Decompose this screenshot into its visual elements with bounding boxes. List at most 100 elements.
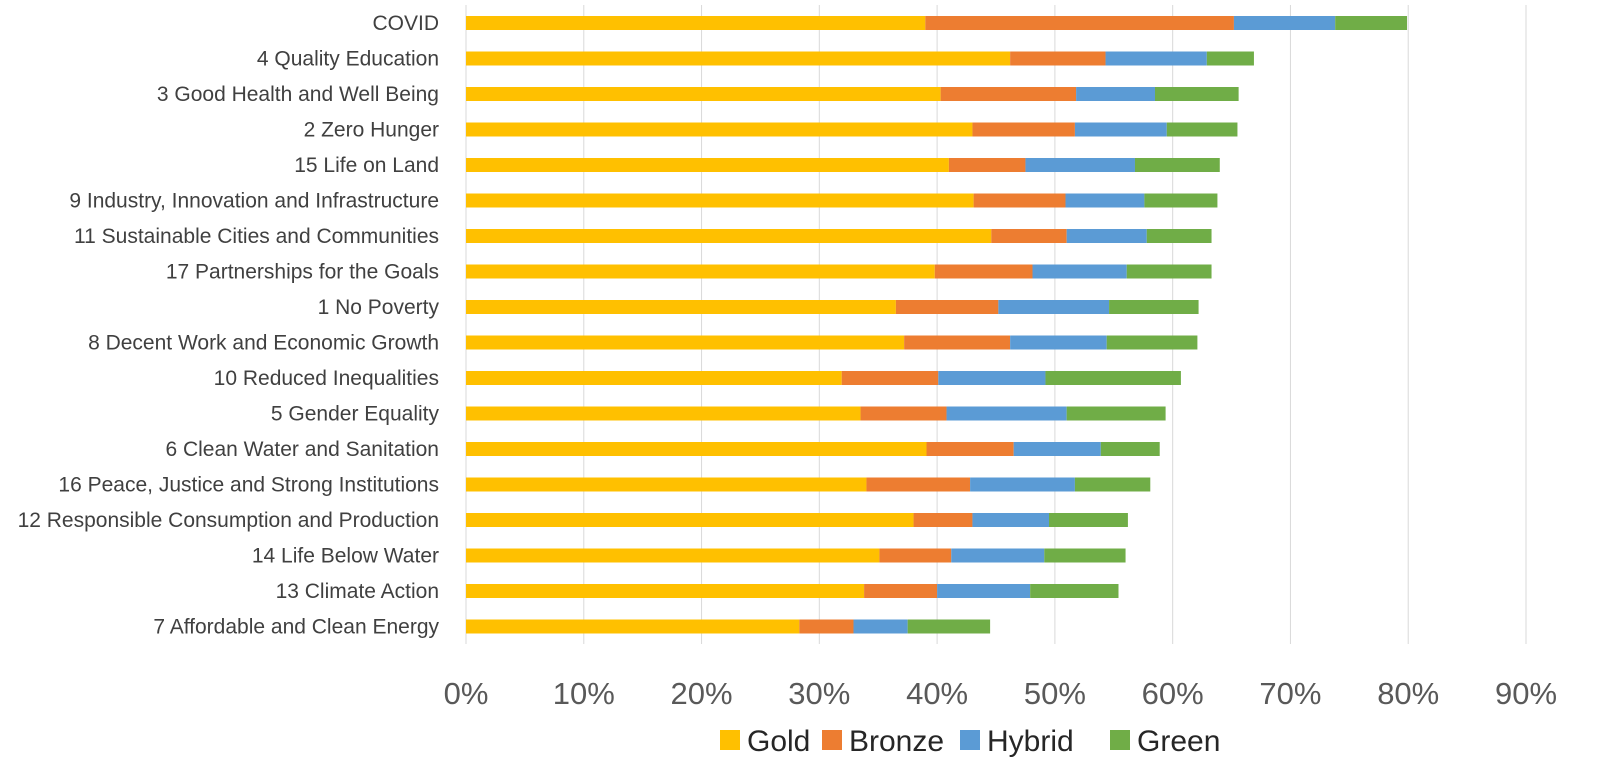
category-label: 17 Partnerships for the Goals bbox=[166, 261, 439, 284]
bar-segment-bronze bbox=[926, 442, 1014, 456]
bar-segment-hybrid bbox=[970, 477, 1075, 492]
bar-segment-hybrid bbox=[1066, 229, 1147, 243]
bar-segment-gold bbox=[466, 513, 914, 527]
bar-segment-gold bbox=[466, 87, 941, 101]
bar-segment-gold bbox=[466, 16, 926, 30]
category-label: 4 Quality Education bbox=[257, 48, 439, 71]
bar-segment-gold bbox=[466, 51, 1011, 66]
bar-segment-gold bbox=[466, 264, 935, 279]
x-tick-label: 10% bbox=[553, 676, 615, 711]
x-tick-label: 20% bbox=[671, 676, 733, 711]
bar-segment-green bbox=[1106, 335, 1198, 350]
bar-segment-green bbox=[1044, 548, 1126, 563]
legend: Gold Bronze Hybrid Green bbox=[720, 725, 1220, 758]
legend-swatch bbox=[720, 730, 740, 750]
bar-segment-green bbox=[1100, 442, 1160, 456]
bar-segment-bronze bbox=[934, 264, 1033, 279]
bar-segment-hybrid bbox=[1105, 51, 1207, 66]
bar-segment-hybrid bbox=[951, 548, 1045, 563]
category-labels: COVID 4 Quality Education 3 Good Health an… bbox=[18, 12, 440, 639]
category-label: 1 No Poverty bbox=[318, 296, 440, 319]
x-axis-tick-labels: 0% 10% 20% 30% 40% 50% 60% 70% 80% 90% bbox=[444, 676, 1557, 711]
bar-segment-gold bbox=[466, 335, 905, 350]
category-label: 9 Industry, Innovation and Infrastructur… bbox=[69, 190, 439, 213]
legend-label: Gold bbox=[747, 725, 810, 758]
category-label: COVID bbox=[372, 12, 439, 35]
category-label: 14 Life Below Water bbox=[252, 545, 439, 568]
bar-segment-green bbox=[907, 619, 991, 634]
bar-segment-bronze bbox=[1010, 51, 1106, 66]
legend-item-green: Green bbox=[1110, 725, 1220, 758]
bar-segment-green bbox=[1126, 264, 1212, 279]
category-label: 10 Reduced Inequalities bbox=[214, 367, 439, 390]
bar-segment-green bbox=[1166, 122, 1238, 137]
bar-segment-gold bbox=[466, 477, 867, 492]
bar-segment-green bbox=[1109, 300, 1199, 314]
bar-segment-hybrid bbox=[1013, 442, 1101, 456]
bar-segment-gold bbox=[466, 300, 896, 314]
legend-item-bronze: Bronze bbox=[822, 725, 944, 758]
bar-segment-green bbox=[1155, 87, 1239, 101]
bar-segment-bronze bbox=[925, 16, 1234, 30]
category-label: 5 Gender Equality bbox=[271, 403, 440, 426]
bar-segment-bronze bbox=[948, 158, 1026, 172]
category-label: 11 Sustainable Cities and Communities bbox=[74, 225, 439, 248]
x-tick-label: 70% bbox=[1259, 676, 1321, 711]
bar-segment-bronze bbox=[940, 87, 1077, 101]
bar-segment-green bbox=[1049, 513, 1128, 527]
bar-segment-bronze bbox=[860, 406, 947, 421]
bar-segment-bronze bbox=[799, 619, 854, 634]
bar-segment-gold bbox=[466, 371, 842, 385]
bar-segment-gold bbox=[466, 158, 949, 172]
x-tick-label: 30% bbox=[788, 676, 850, 711]
bar-segment-hybrid bbox=[1065, 193, 1145, 208]
category-label: 16 Peace, Justice and Strong Institution… bbox=[58, 474, 439, 497]
legend-item-gold: Gold bbox=[720, 725, 810, 758]
bar-segment-gold bbox=[466, 619, 800, 634]
bar-segment-bronze bbox=[841, 371, 939, 385]
bar-segment-hybrid bbox=[998, 300, 1110, 314]
bar-segment-bronze bbox=[913, 513, 973, 527]
bar-segment-gold bbox=[466, 548, 880, 563]
legend-swatch bbox=[1110, 730, 1130, 750]
x-tick-label: 90% bbox=[1495, 676, 1557, 711]
bar-segment-green bbox=[1146, 229, 1212, 243]
bar-segment-gold bbox=[466, 122, 973, 137]
bar-segment-hybrid bbox=[937, 584, 1031, 598]
legend-label: Hybrid bbox=[987, 725, 1074, 758]
bar-segment-hybrid bbox=[853, 619, 908, 634]
bar-segment-green bbox=[1335, 16, 1408, 30]
bar-segment-bronze bbox=[879, 548, 952, 563]
legend-item-hybrid: Hybrid bbox=[960, 725, 1074, 758]
grid-layer bbox=[465, 5, 1527, 644]
bar-segment-gold bbox=[466, 193, 974, 208]
bar-segment-hybrid bbox=[946, 406, 1067, 421]
bar-segment-green bbox=[1074, 477, 1151, 492]
legend-label: Green bbox=[1137, 725, 1220, 758]
bar-segment-green bbox=[1045, 371, 1181, 385]
bar-segment-bronze bbox=[991, 229, 1067, 243]
bar-segment-gold bbox=[466, 442, 927, 456]
bar-segment-bronze bbox=[972, 122, 1075, 137]
category-label: 2 Zero Hunger bbox=[304, 119, 439, 142]
legend-label: Bronze bbox=[849, 725, 944, 758]
bar-segment-bronze bbox=[864, 584, 938, 598]
x-tick-label: 0% bbox=[444, 676, 489, 711]
x-tick-label: 50% bbox=[1024, 676, 1086, 711]
bar-layer bbox=[466, 16, 1408, 634]
x-tick-label: 60% bbox=[1142, 676, 1204, 711]
bar-segment-hybrid bbox=[938, 371, 1046, 385]
x-tick-label: 40% bbox=[906, 676, 968, 711]
legend-swatch bbox=[822, 730, 842, 750]
bar-segment-hybrid bbox=[1025, 158, 1135, 172]
bar-segment-green bbox=[1030, 584, 1119, 598]
bar-segment-hybrid bbox=[1010, 335, 1107, 350]
bar-segment-bronze bbox=[904, 335, 1011, 350]
bar-segment-green bbox=[1134, 158, 1220, 172]
legend-swatch bbox=[960, 730, 980, 750]
category-label: 6 Clean Water and Sanitation bbox=[165, 438, 439, 461]
category-label: 12 Responsible Consumption and Productio… bbox=[18, 509, 439, 532]
category-label: 15 Life on Land bbox=[294, 154, 439, 177]
bar-segment-gold bbox=[466, 584, 865, 598]
